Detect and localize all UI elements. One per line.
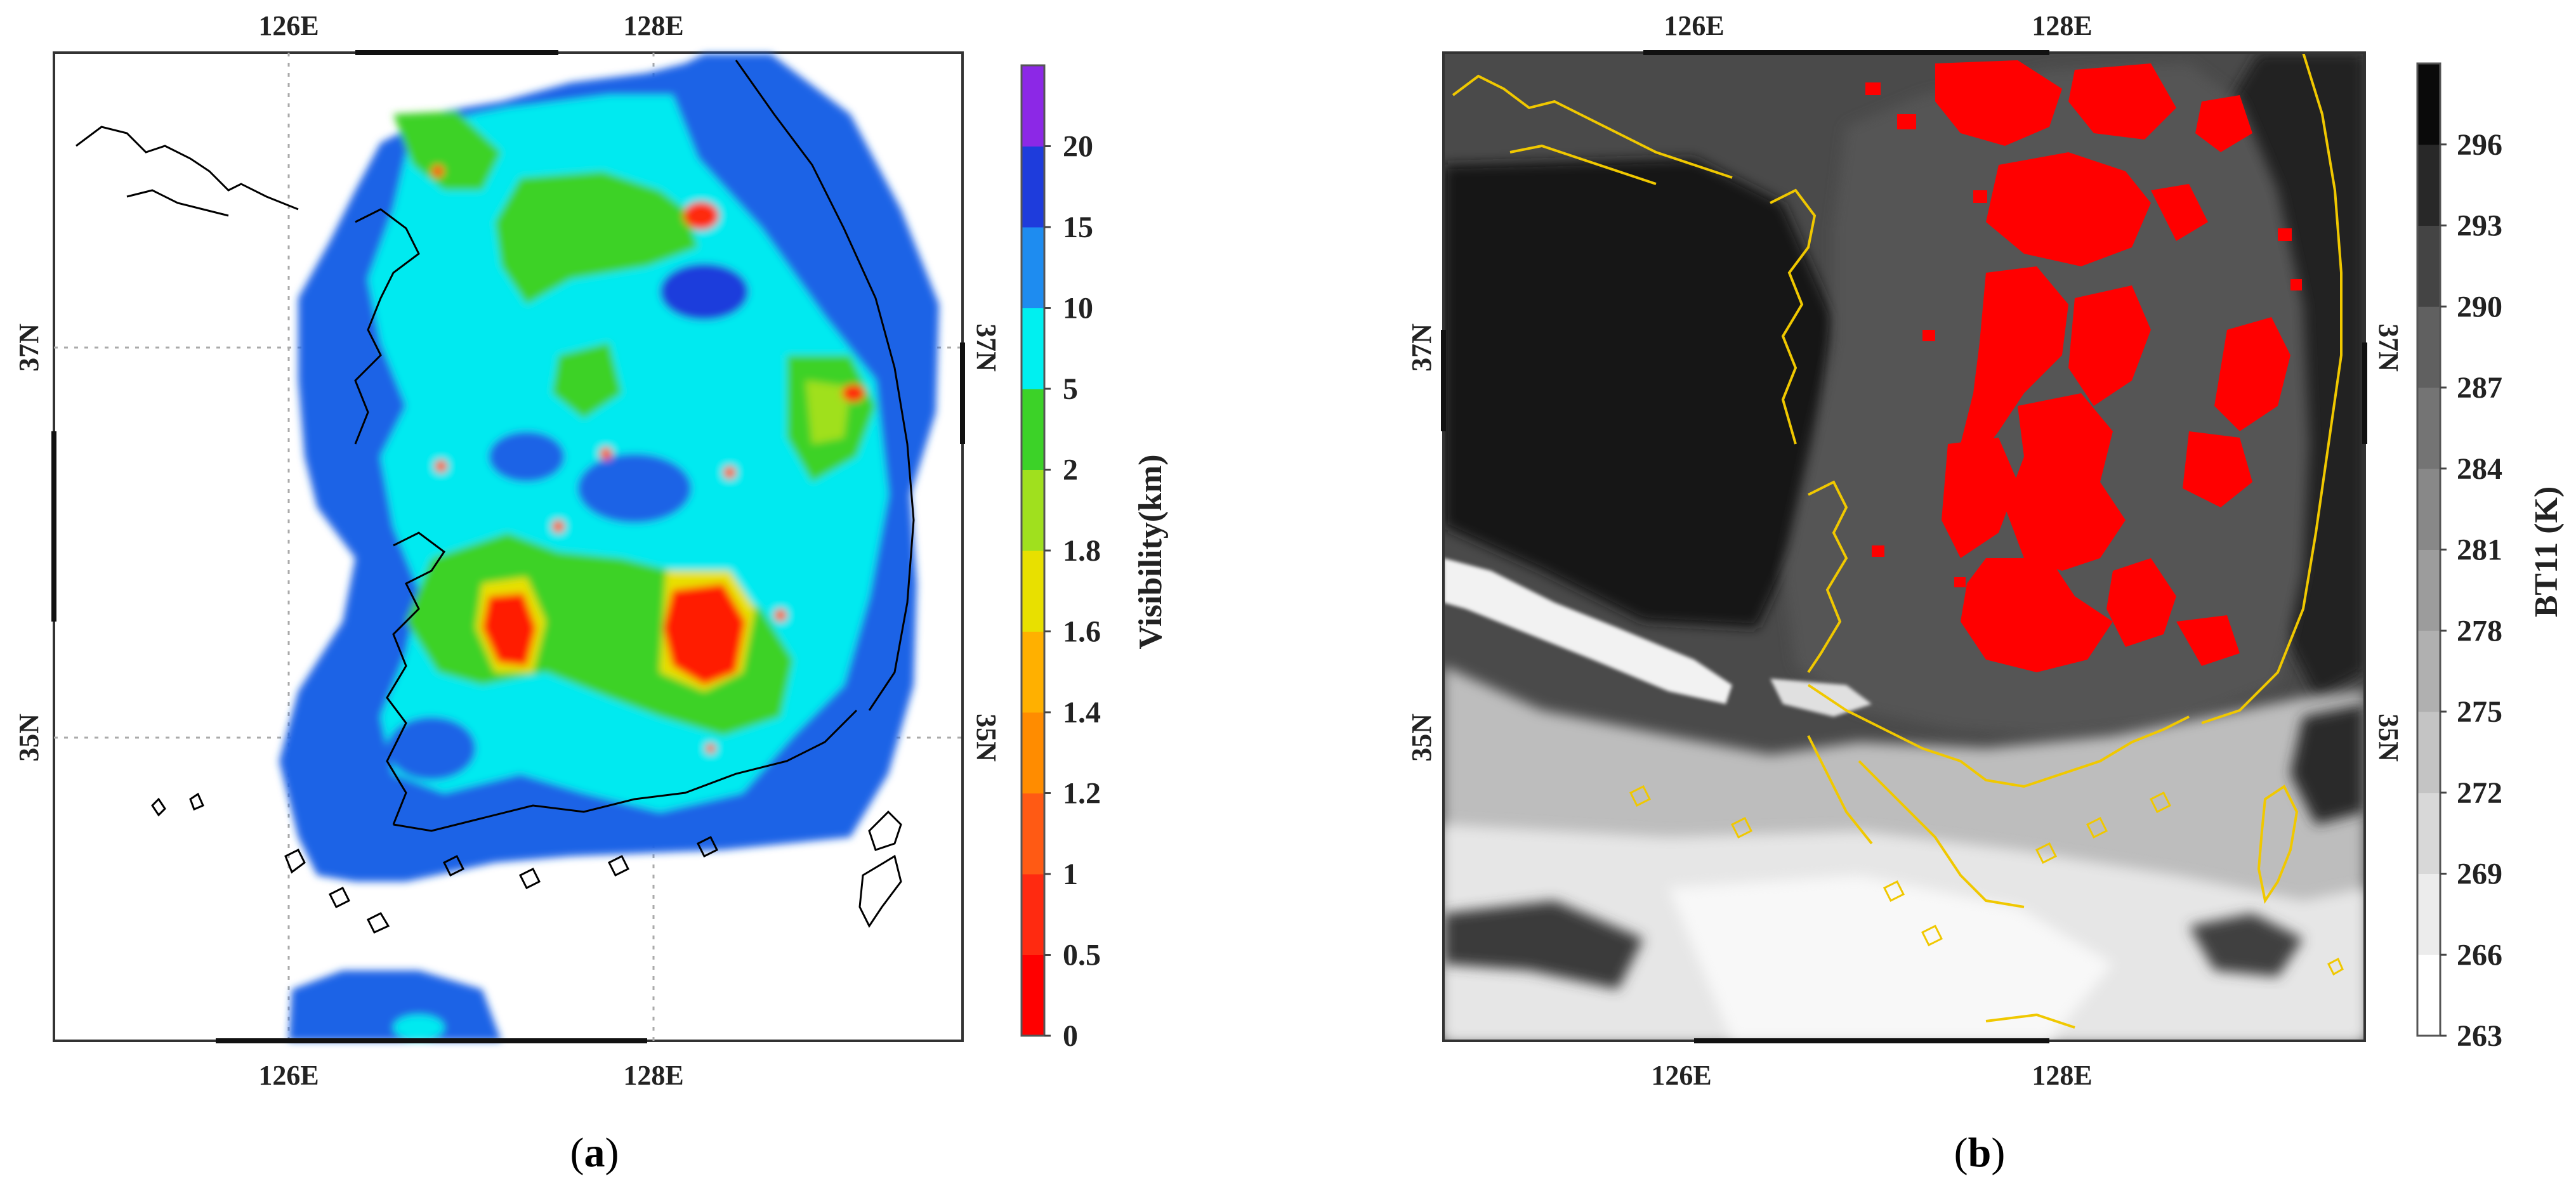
- colorbar-b-blocks: [2417, 63, 2440, 1036]
- colorbar-b-block-7: [2417, 388, 2440, 469]
- colorbar-b-block-0: [2417, 955, 2440, 1036]
- colorbar-a-tick-label: 5: [1063, 372, 1078, 406]
- colorbar-b-tick-label: 275: [2457, 695, 2502, 729]
- colorbar-b-tick-label: 281: [2457, 533, 2502, 567]
- colorbar-b-title: BT11 (K): [2528, 486, 2565, 618]
- visibility-field-low: [663, 584, 746, 685]
- colorbar-a-block-5: [1022, 551, 1044, 632]
- colorbar-b: 263 266 269 272 275 278 281 284 287 290 293 296 BT1…: [2416, 62, 2565, 1053]
- colorbar-b-block-10: [2417, 144, 2440, 226]
- colorbar-a-block-2: [1022, 793, 1044, 875]
- colorbar-b-tick-label: 284: [2457, 452, 2502, 486]
- colorbar-a-tick-label: 0: [1063, 1019, 1078, 1053]
- colorbar-a: 0 0.5 1 1.2 1.4 1.6 1.8 2 5 10 15 20 Visibility(km): [1020, 64, 1169, 1053]
- caption-a: (a): [544, 1129, 645, 1177]
- colorbar-a-tick-label: 1.6: [1063, 615, 1101, 649]
- colorbar-a-tick-label: 20: [1063, 130, 1093, 164]
- colorbar-b-tick-label: 269: [2457, 858, 2502, 891]
- map-a-tick-marks: [51, 50, 965, 1043]
- map-b-lon-tick-bottom-128e: 128E: [2032, 1060, 2092, 1091]
- map-b-lon-tick-top-128e: 128E: [2032, 10, 2092, 41]
- map-a-lat-tick-right-37n: 37N: [971, 323, 1002, 372]
- colorbar-a-block-3: [1022, 712, 1044, 793]
- map-a-lat-tick-right-35n: 35N: [971, 714, 1002, 762]
- colorbar-a-block-1: [1022, 874, 1044, 955]
- colorbar-b-tick-label: 263: [2457, 1019, 2502, 1053]
- detected-fog-pixels: [1865, 60, 2302, 672]
- map-a-lon-tick-bottom-128e: 128E: [623, 1060, 683, 1091]
- caption-b-open: (: [1954, 1130, 1968, 1176]
- colorbar-a-block-4: [1022, 631, 1044, 713]
- colorbar-a-block-0: [1022, 955, 1044, 1036]
- colorbar-a-block-8: [1022, 308, 1044, 389]
- map-a-lat-tick-left-37n: 37N: [13, 323, 44, 372]
- colorbar-b-block-6: [2417, 468, 2440, 550]
- map-a-coastline: [76, 60, 915, 928]
- panel-b-bt11-map: 126E 128E 126E 128E 37N 35N 37N 35N 2632…: [1406, 10, 2565, 1091]
- map-a-lon-tick-bottom-126e: 126E: [258, 1060, 319, 1091]
- colorbar-b-block-8: [2417, 306, 2440, 388]
- colorbar-a-tick-label: 1.8: [1063, 534, 1101, 568]
- colorbar-b-block-9: [2417, 225, 2440, 307]
- caption-b-letter: b: [1968, 1130, 1992, 1176]
- bt11-field: [1443, 53, 2365, 1041]
- colorbar-a-tick-label: 1.4: [1063, 696, 1101, 729]
- caption-a-letter: a: [584, 1130, 605, 1176]
- colorbar-a-tick-label: 15: [1063, 211, 1093, 244]
- colorbar-b-block-2: [2417, 792, 2440, 874]
- colorbar-a-tick-label: 2: [1063, 453, 1078, 487]
- caption-a-close: ): [605, 1130, 619, 1176]
- caption-b-close: ): [1991, 1130, 2006, 1176]
- colorbar-b-tick-labels: 263 266 269 272 275 278 281 284 287 290 293 296: [2440, 128, 2502, 1053]
- colorbar-b-tick-label: 272: [2457, 776, 2502, 810]
- colorbar-a-block-9: [1022, 227, 1044, 308]
- colorbar-a-tick-labels: 0 0.5 1 1.2 1.4 1.6 1.8 2 5 10 15 20: [1044, 130, 1101, 1053]
- colorbar-a-tick-label: 1: [1063, 858, 1078, 891]
- colorbar-a-tick-label: 1.2: [1063, 777, 1101, 811]
- map-b-lat-tick-right-35n: 35N: [2373, 714, 2404, 762]
- bt11-thin-cloud-streak: [1443, 558, 1732, 704]
- colorbar-a-title: Visibility(km): [1133, 454, 1169, 649]
- map-b-tick-marks: [1441, 50, 2367, 1043]
- colorbar-b-block-1: [2417, 873, 2440, 955]
- colorbar-b-tick-label: 296: [2457, 128, 2502, 162]
- map-b-lat-tick-right-37n: 37N: [2373, 323, 2404, 372]
- colorbar-b-block-3: [2417, 712, 2440, 793]
- colorbar-a-block-6: [1022, 469, 1044, 551]
- map-b-coastline: [1452, 53, 2343, 1029]
- map-a-lon-tick-top-126e: 126E: [258, 10, 319, 41]
- colorbar-b-tick-label: 290: [2457, 290, 2502, 323]
- map-a-islands: [151, 792, 719, 934]
- colorbar-b-block-4: [2417, 630, 2440, 712]
- colorbar-b-block-5: [2417, 549, 2440, 631]
- colorbar-a-block-11: [1022, 65, 1044, 147]
- colorbar-b-tick-label: 293: [2457, 209, 2502, 243]
- map-a-lon-tick-top-128e: 128E: [623, 10, 683, 41]
- colorbar-a-blocks: [1022, 65, 1044, 1036]
- bt11-sea-dark-west: [1443, 159, 1834, 628]
- visibility-field-5km: [393, 111, 501, 190]
- colorbar-b-block-11: [2417, 63, 2440, 145]
- map-a-lat-tick-left-35n: 35N: [13, 714, 44, 762]
- colorbar-a-block-7: [1022, 389, 1044, 470]
- colorbar-a-tick-label: 10: [1063, 292, 1093, 325]
- caption-a-open: (: [570, 1130, 584, 1176]
- colorbar-a-block-10: [1022, 146, 1044, 228]
- visibility-field: [279, 54, 939, 1041]
- panel-a-visibility-map: 126E 128E 126E 128E 37N 35N 37N 35N 0 0.5…: [13, 10, 1169, 1091]
- colorbar-b-tick-label: 287: [2457, 371, 2502, 405]
- map-b-lat-tick-left-35n: 35N: [1406, 714, 1437, 762]
- map-b-islands: [1629, 785, 2344, 976]
- colorbar-a-tick-label: 0.5: [1063, 939, 1101, 972]
- caption-b: (b): [1929, 1129, 2030, 1177]
- map-b-lat-tick-left-37n: 37N: [1406, 323, 1437, 372]
- map-b-lon-tick-top-126e: 126E: [1664, 10, 1724, 41]
- map-b-lon-tick-bottom-126e: 126E: [1651, 1060, 1711, 1091]
- colorbar-b-tick-label: 266: [2457, 938, 2502, 972]
- colorbar-b-tick-label: 278: [2457, 614, 2502, 648]
